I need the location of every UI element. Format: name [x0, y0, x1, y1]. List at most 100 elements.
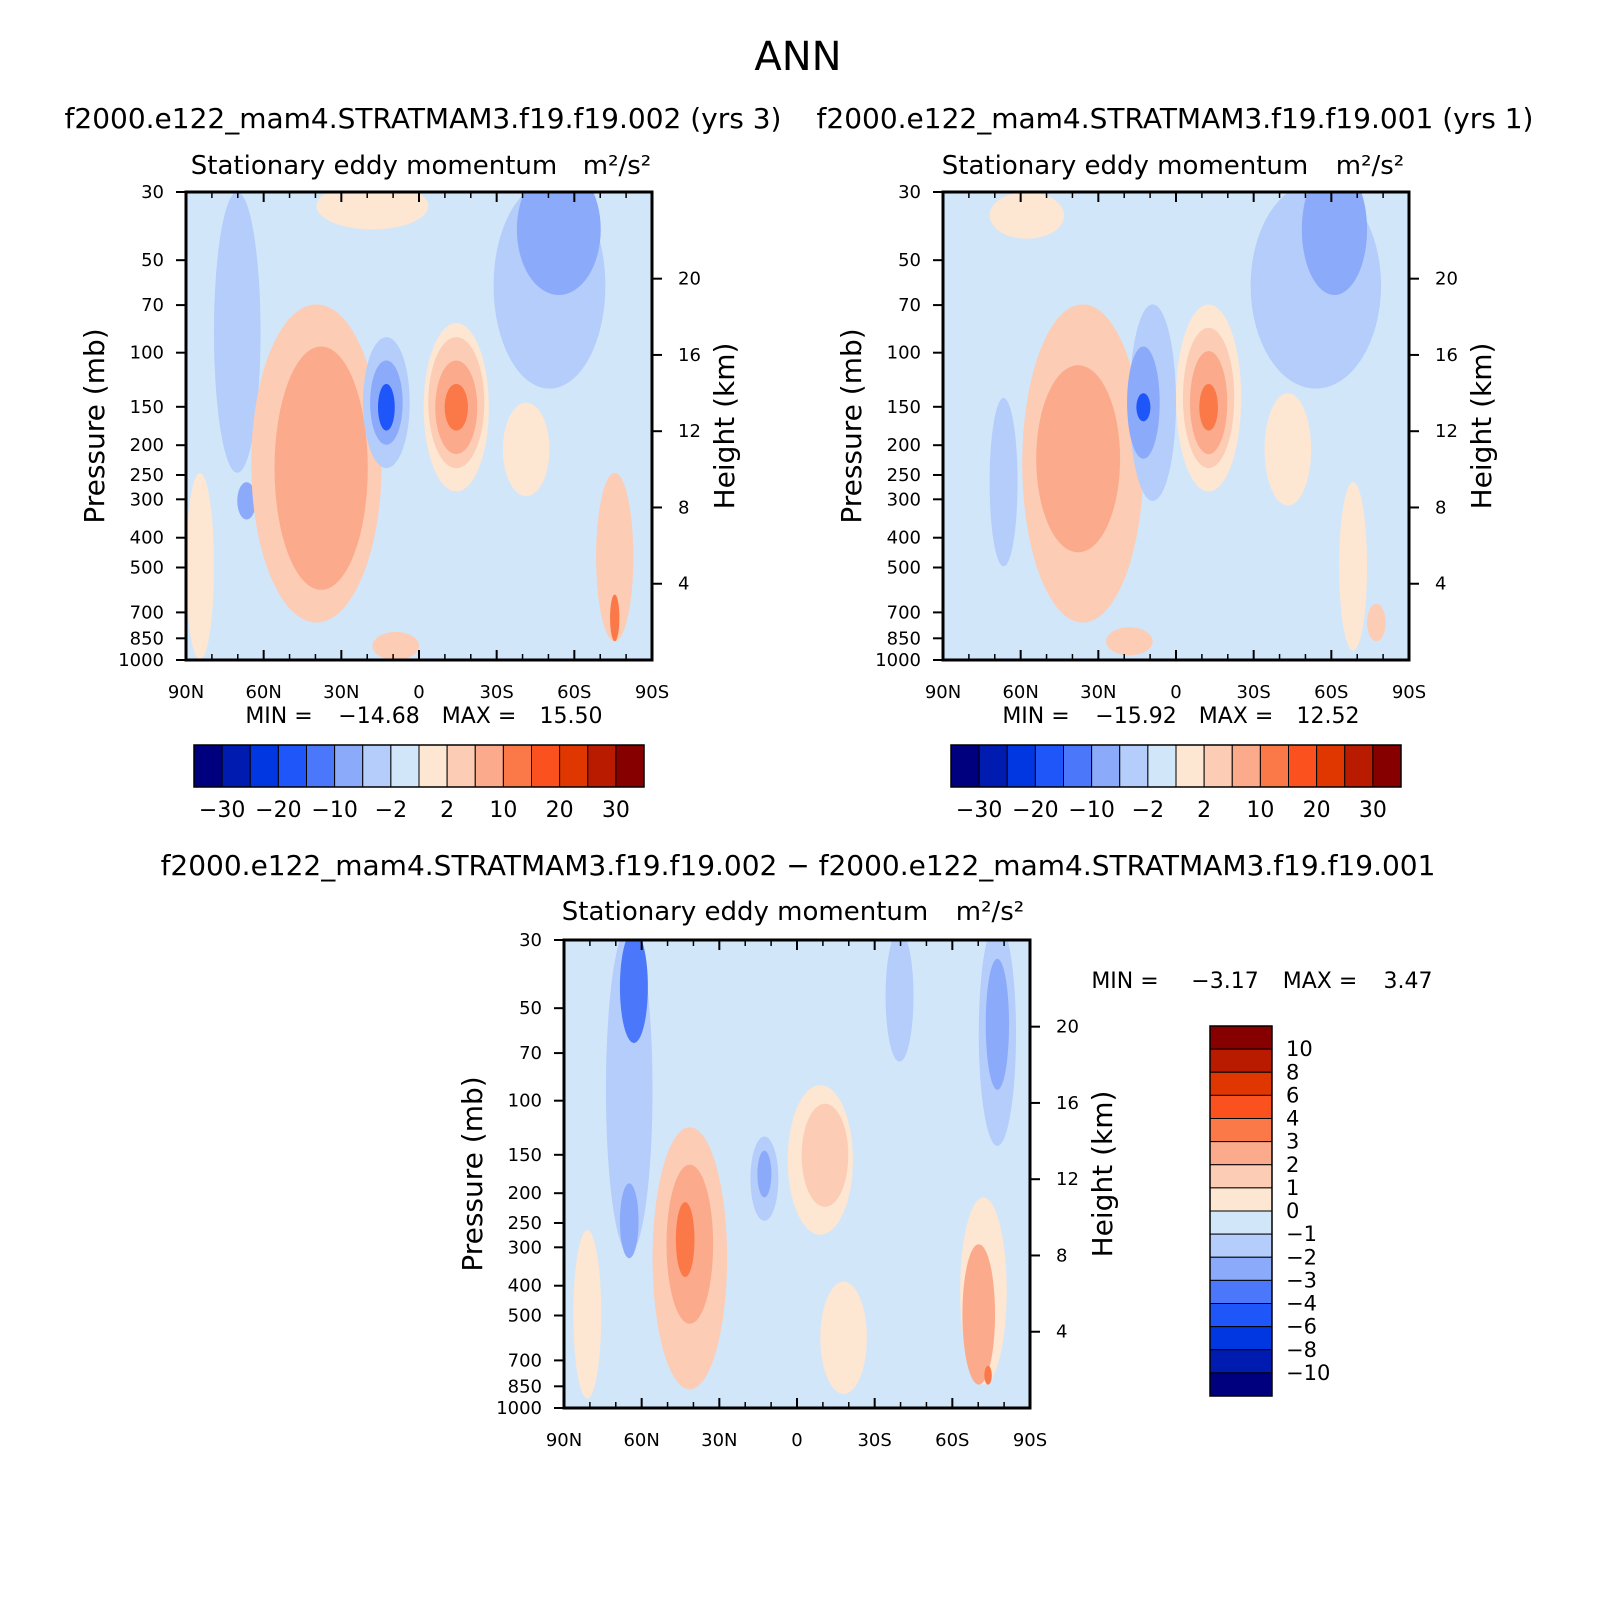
- y-axis-label: Pressure (mb): [78, 328, 111, 523]
- contour-region: [801, 1103, 849, 1207]
- contour-region: [573, 1230, 602, 1399]
- contour-region: [619, 940, 648, 1043]
- colorbar-label: 20: [1303, 798, 1331, 823]
- contour-region: [1367, 603, 1386, 642]
- x-tick-label: 60S: [557, 682, 591, 703]
- colorbar-box: [559, 744, 589, 788]
- contour-region: [516, 192, 601, 295]
- y-tick-label: 1000: [496, 1398, 542, 1419]
- contour-region: [962, 1244, 996, 1385]
- colorbar-label: −2: [1286, 1245, 1317, 1269]
- panel2-case: f2000.e122_mam4.STRATMAM3.f19.f19.001 (y…: [817, 102, 1534, 135]
- panel2-plot: 90N 60N 30N 0 30S 60S 90S 30 50 70 100 150 200 250 300…: [835, 182, 1498, 823]
- colorbar-box: [221, 744, 251, 788]
- colorbar-box: [1259, 744, 1289, 788]
- colorbar-label: 6: [1286, 1083, 1299, 1107]
- min-value: −14.68: [338, 704, 419, 729]
- contour-region: [848, 940, 979, 1189]
- x-tick-label: 30S: [479, 682, 513, 703]
- x-tick-label: 90S: [635, 682, 669, 703]
- colorbar-box: [1288, 744, 1318, 788]
- x-tick-label: 60N: [245, 682, 281, 703]
- colorbar-box: [1175, 744, 1205, 788]
- y-tick-label: 700: [508, 1350, 542, 1371]
- contour-region: [186, 472, 214, 660]
- x-tick-label: 60S: [1314, 682, 1348, 703]
- colorbar-box: [1147, 744, 1177, 788]
- y-tick-label: 500: [508, 1305, 542, 1326]
- contour-region: [502, 402, 550, 497]
- panel3-case: f2000.e122_mam4.STRATMAM3.f19.f19.002 − …: [161, 849, 1436, 882]
- x-tick-label: 90N: [925, 682, 961, 703]
- colorbar-label: 30: [602, 798, 630, 823]
- colorbar-box: [615, 744, 645, 788]
- colorbar-box: [1119, 744, 1149, 788]
- contour-region: [1106, 627, 1153, 656]
- y-tick-label: 100: [887, 343, 921, 364]
- panel3-header: Stationary eddy momentum m²/s²: [562, 897, 1024, 927]
- max-label: MAX =: [442, 704, 517, 729]
- colorbar-label: 0: [1286, 1199, 1299, 1223]
- colorbar-label: 8: [1286, 1060, 1299, 1084]
- x-tick-label: 90N: [168, 682, 204, 703]
- colorbar-box: [1209, 1094, 1273, 1119]
- colorbar-label: 2: [1286, 1153, 1299, 1177]
- contour-region: [1199, 383, 1218, 431]
- y-tick-label: 50: [141, 250, 164, 271]
- y-tick-label: 850: [130, 628, 164, 649]
- y-tick-label: 150: [887, 397, 921, 418]
- colorbar-label: −20: [1012, 798, 1058, 823]
- colorbar-label: −30: [199, 798, 245, 823]
- y-tick-label: 70: [141, 295, 164, 316]
- colorbar-label: −8: [1286, 1338, 1317, 1362]
- colorbar-label: 3: [1286, 1130, 1299, 1154]
- y-tick-label: 250: [887, 465, 921, 486]
- contour-region: [444, 383, 468, 431]
- panel3-title: Stationary eddy momentum: [562, 897, 928, 927]
- colorbar-box: [587, 744, 617, 788]
- x-tick-label: 60S: [935, 1430, 969, 1451]
- contour-region: [1036, 365, 1121, 553]
- contour-region: [989, 397, 1018, 567]
- contour-region: [1339, 482, 1368, 651]
- colorbar-label: −10: [1068, 798, 1114, 823]
- y-tick-label: 300: [508, 1237, 542, 1258]
- panel1-units: m²/s²: [583, 151, 651, 181]
- colorbar-box: [193, 744, 223, 788]
- contour-field: [943, 192, 1409, 660]
- y2-tick-label: 8: [678, 497, 689, 518]
- y2-tick-label: 16: [1435, 345, 1458, 366]
- colorbar-label: 30: [1359, 798, 1387, 823]
- x-tick-label: 90N: [546, 1430, 582, 1451]
- max-label: MAX =: [1199, 704, 1274, 729]
- y2-tick-label: 8: [1435, 497, 1446, 518]
- y-tick-label: 30: [141, 182, 164, 203]
- y2-tick-label: 4: [1435, 574, 1446, 595]
- colorbar-label: −4: [1286, 1292, 1317, 1316]
- contour-region: [372, 631, 419, 660]
- panel1-case: f2000.e122_mam4.STRATMAM3.f19.f19.002 (y…: [65, 102, 782, 135]
- colorbar-label: 4: [1286, 1107, 1299, 1131]
- colorbar-box: [950, 744, 980, 788]
- colorbar-box: [1209, 1326, 1273, 1351]
- contour-region: [619, 1183, 639, 1259]
- colorbar-box: [1209, 1372, 1273, 1397]
- contour-region: [1136, 393, 1151, 422]
- panel2-units: m²/s²: [1336, 151, 1404, 181]
- colorbar-label: 10: [1286, 1037, 1313, 1061]
- colorbar-box: [334, 744, 364, 788]
- y-tick-label: 850: [887, 628, 921, 649]
- colorbar-label: −3: [1286, 1268, 1317, 1292]
- y2-tick-label: 12: [1435, 421, 1458, 442]
- contour-region: [757, 1150, 772, 1198]
- colorbar-label: 10: [1246, 798, 1274, 823]
- y-tick-label: 150: [508, 1145, 542, 1166]
- colorbar-label: 2: [440, 798, 454, 823]
- colorbar-box: [1209, 1210, 1273, 1235]
- y-tick-label: 1000: [118, 650, 164, 671]
- colorbar-label: −6: [1286, 1315, 1317, 1339]
- y2-tick-label: 20: [1056, 1017, 1079, 1038]
- contour-region: [885, 940, 914, 1062]
- y-tick-label: 100: [130, 343, 164, 364]
